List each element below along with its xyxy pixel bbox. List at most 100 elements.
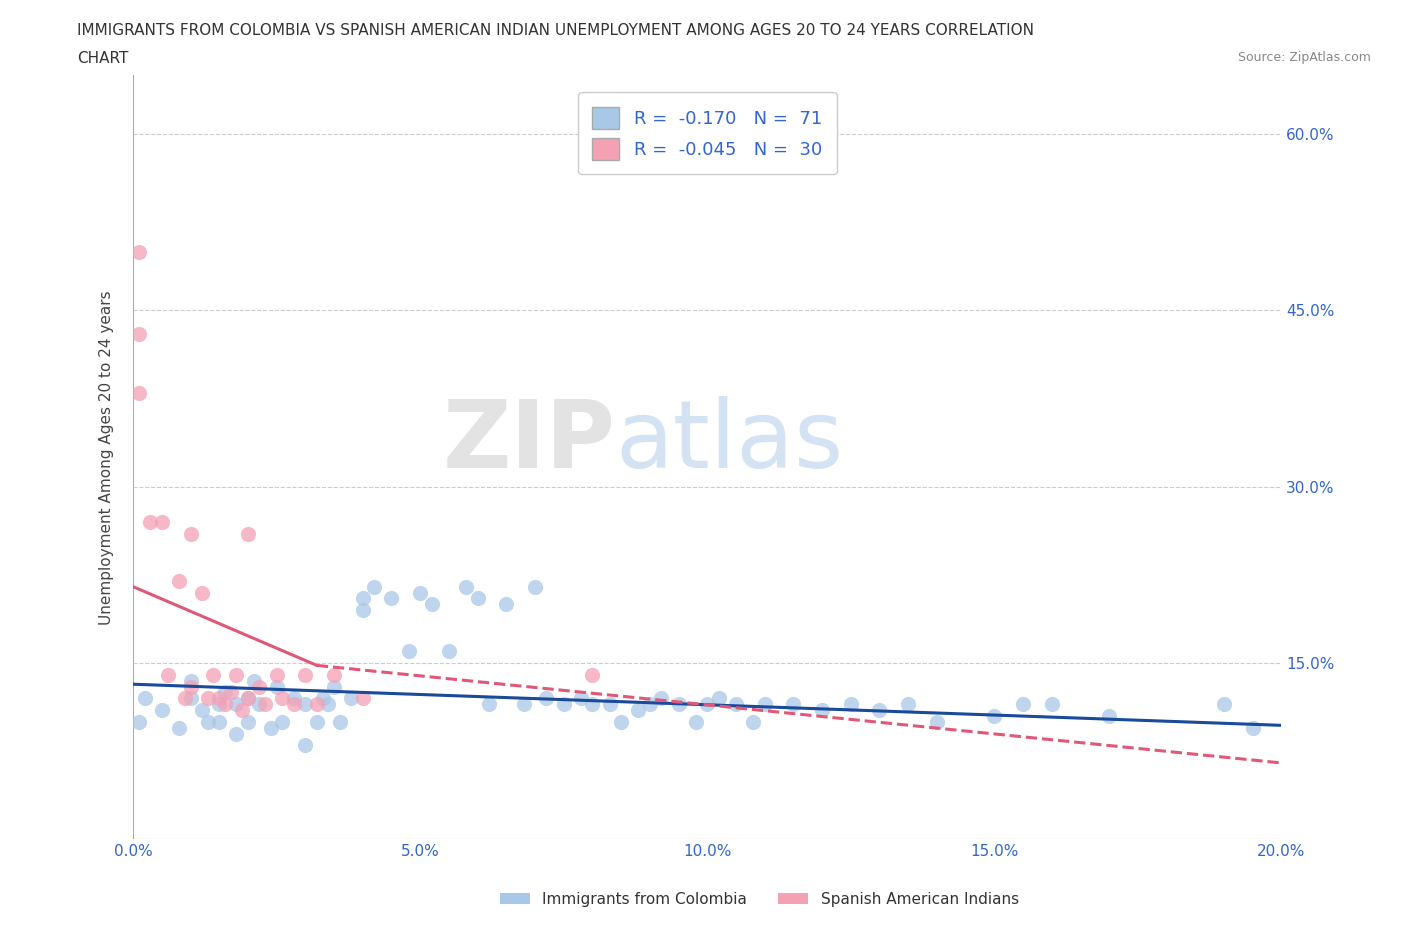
Point [294, 668, 316, 683]
Point [236, 691, 259, 706]
Point [214, 697, 236, 711]
Point [271, 714, 294, 729]
Point [294, 697, 316, 711]
Point [638, 697, 661, 711]
Text: CHART: CHART [77, 51, 129, 66]
Point [128, 385, 150, 400]
Point [191, 703, 214, 718]
Point [180, 691, 202, 706]
Point [197, 691, 219, 706]
Point [249, 679, 271, 694]
Point [707, 691, 730, 706]
Point [512, 697, 534, 711]
Point [983, 709, 1005, 724]
Point [266, 668, 288, 683]
Point [167, 720, 190, 735]
Point [156, 668, 179, 683]
Point [627, 703, 650, 718]
Point [724, 697, 747, 711]
Point [352, 591, 374, 605]
Point [225, 697, 247, 711]
Text: atlas: atlas [616, 396, 844, 488]
Point [581, 697, 603, 711]
Point [266, 679, 288, 694]
Point [225, 726, 247, 741]
Point [553, 697, 575, 711]
Point [495, 597, 517, 612]
Point [536, 691, 558, 706]
Point [467, 591, 489, 605]
Point [283, 697, 305, 711]
Point [437, 644, 460, 658]
Point [305, 714, 328, 729]
Point [668, 697, 690, 711]
Point [128, 326, 150, 341]
Text: Source: ZipAtlas.com: Source: ZipAtlas.com [1237, 51, 1371, 64]
Point [208, 697, 231, 711]
Point [231, 703, 253, 718]
Point [742, 714, 765, 729]
Point [650, 691, 672, 706]
Point [340, 691, 363, 706]
Point [409, 585, 432, 600]
Point [610, 714, 633, 729]
Point [191, 585, 214, 600]
Point [581, 668, 603, 683]
Point [456, 579, 478, 594]
Point [352, 691, 374, 706]
Point [685, 714, 707, 729]
Point [1040, 697, 1063, 711]
Point [305, 697, 328, 711]
Point [202, 668, 225, 683]
Point [1012, 697, 1035, 711]
Point [197, 714, 219, 729]
Y-axis label: Unemployment Among Ages 20 to 24 years: Unemployment Among Ages 20 to 24 years [100, 290, 114, 625]
Point [180, 673, 202, 688]
Point [208, 714, 231, 729]
Point [524, 579, 547, 594]
Point [214, 685, 236, 700]
Point [329, 714, 352, 729]
Point [925, 714, 948, 729]
Point [208, 691, 231, 706]
Point [150, 514, 173, 529]
Text: ZIP: ZIP [443, 396, 616, 488]
Point [352, 603, 374, 618]
Point [478, 697, 501, 711]
Point [236, 691, 259, 706]
Point [380, 591, 402, 605]
Point [219, 685, 242, 700]
Point [173, 691, 195, 706]
Point [569, 691, 592, 706]
Point [283, 691, 305, 706]
Point [323, 668, 346, 683]
Point [236, 714, 259, 729]
Point [128, 245, 150, 259]
Point [150, 703, 173, 718]
Point [754, 697, 776, 711]
Point [839, 697, 862, 711]
Point [318, 697, 340, 711]
Point [1098, 709, 1121, 724]
Point [1213, 697, 1236, 711]
Point [225, 668, 247, 683]
Point [869, 703, 891, 718]
Point [311, 691, 333, 706]
Legend: R =  -0.170   N =  71, R =  -0.045   N =  30: R = -0.170 N = 71, R = -0.045 N = 30 [578, 92, 837, 174]
Point [599, 697, 621, 711]
Point [167, 574, 190, 589]
Legend: Immigrants from Colombia, Spanish American Indians: Immigrants from Colombia, Spanish Americ… [494, 886, 1025, 913]
Point [128, 714, 150, 729]
Point [236, 526, 259, 541]
Point [134, 691, 156, 706]
Point [260, 720, 283, 735]
Point [696, 697, 718, 711]
Point [782, 697, 804, 711]
Text: IMMIGRANTS FROM COLOMBIA VS SPANISH AMERICAN INDIAN UNEMPLOYMENT AMONG AGES 20 T: IMMIGRANTS FROM COLOMBIA VS SPANISH AMER… [77, 23, 1035, 38]
Point [249, 697, 271, 711]
Point [254, 697, 277, 711]
Point [180, 526, 202, 541]
Point [363, 579, 385, 594]
Point [180, 679, 202, 694]
Point [897, 697, 920, 711]
